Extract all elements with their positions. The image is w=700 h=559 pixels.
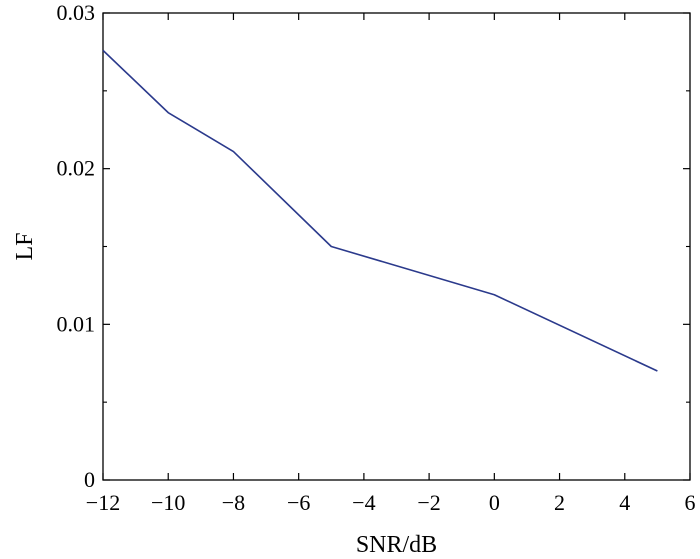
- x-tick-label: −10: [151, 490, 185, 515]
- x-tick-label: 6: [685, 490, 696, 515]
- x-tick-label: −6: [287, 490, 310, 515]
- x-tick-label: 0: [489, 490, 500, 515]
- x-axis-title: SNR/dB: [356, 532, 437, 558]
- series-line: [102, 49, 658, 372]
- plot-frame: [102, 12, 691, 481]
- y-tick-label: 0: [84, 467, 95, 492]
- x-tick-label: −2: [417, 490, 440, 515]
- y-tick-label: 0.02: [57, 156, 96, 181]
- y-tick-label: 0.01: [57, 311, 96, 336]
- y-tick-label: 0.03: [57, 0, 96, 25]
- y-axis-title: LF: [12, 232, 38, 260]
- x-tick-label: 4: [619, 490, 630, 515]
- x-tick-label: −12: [86, 490, 120, 515]
- x-tick-label: 2: [554, 490, 565, 515]
- x-tick-label: −4: [352, 490, 375, 515]
- x-tick-label: −8: [222, 490, 245, 515]
